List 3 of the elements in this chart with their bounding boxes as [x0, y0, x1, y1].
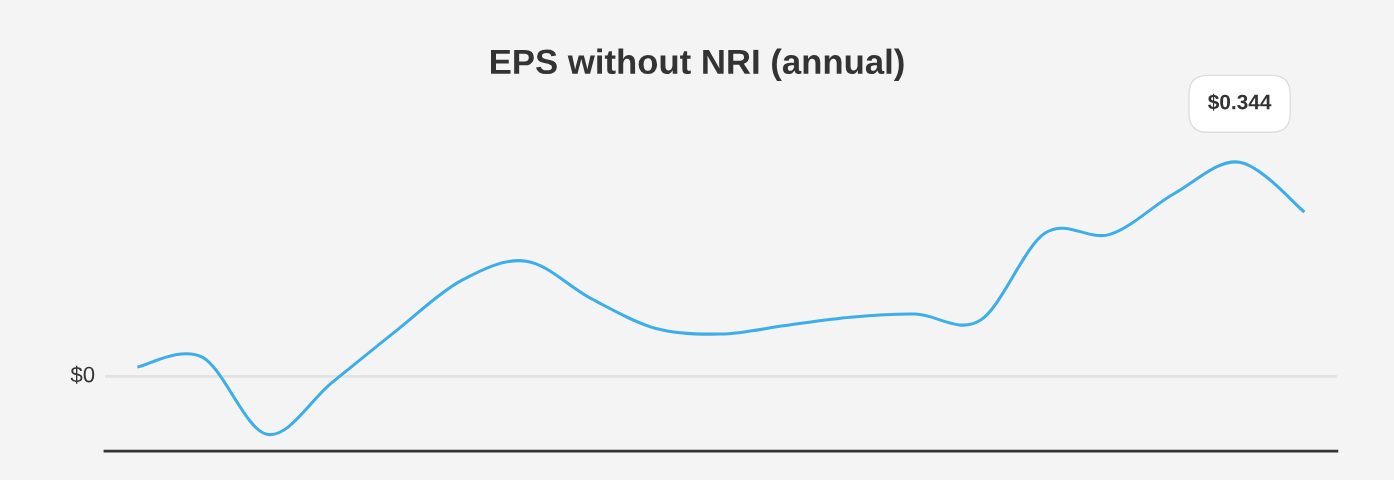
- chart-title: EPS without NRI (annual): [491, 48, 904, 81]
- ref-line-label: $0: [70, 365, 95, 384]
- text: $0.344: [1208, 93, 1272, 111]
